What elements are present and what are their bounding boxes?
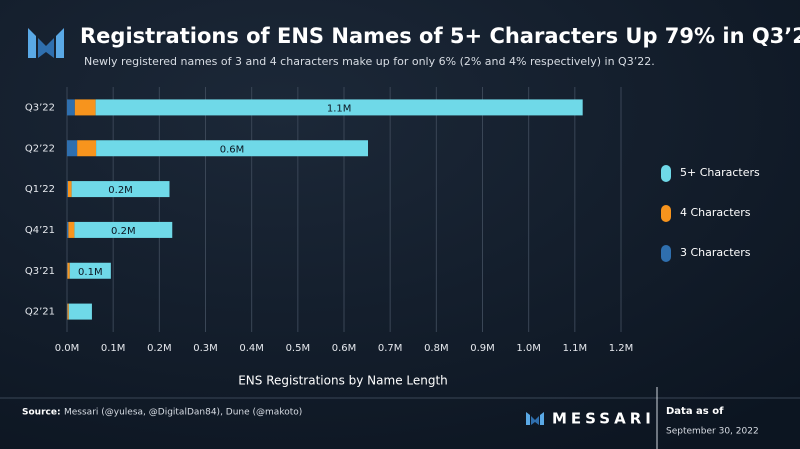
bar-segment: [67, 303, 69, 320]
bar-segment: [67, 221, 69, 238]
bar-segment: [96, 140, 369, 157]
source-label: Source:: [22, 408, 61, 418]
bar-segment: [68, 221, 75, 238]
chart-subtitle: Newly registered names of 3 and 4 charac…: [84, 55, 655, 68]
x-tick-label: 0.7M: [378, 343, 403, 354]
brand-icon: [526, 412, 544, 425]
legend-label: 4 Characters: [680, 206, 751, 219]
bar-segment: [67, 181, 72, 198]
y-tick-label: Q3’21: [25, 266, 55, 277]
bar-segment: [67, 99, 75, 116]
x-tick-label: 0.9M: [470, 343, 495, 354]
y-tick-label: Q2’21: [25, 307, 55, 318]
bar-segment: [77, 140, 97, 157]
legend-swatch: [661, 245, 671, 262]
date: September 30, 2022: [666, 427, 759, 437]
bar-segment: [95, 99, 583, 116]
brand: MESSARI: [552, 410, 655, 428]
data-label: 0.2M: [111, 226, 136, 237]
bar-segment: [67, 140, 78, 157]
x-tick-label: 0.8M: [424, 343, 449, 354]
bar-segment: [71, 181, 170, 198]
x-tick-label: 0.5M: [286, 343, 311, 354]
source: Messari (@yulesa, @DigitalDan84), Dune (…: [64, 408, 302, 418]
y-tick-label: Q1’22: [25, 184, 55, 195]
bar-segment: [74, 221, 173, 238]
x-tick-label: 1.1M: [563, 343, 588, 354]
y-tick-label: Q2’22: [25, 143, 55, 154]
x-tick-label: 1.2M: [609, 343, 634, 354]
x-tick-label: 0.0M: [55, 343, 80, 354]
bar-segment: [67, 181, 68, 198]
y-tick-label: Q3’22: [25, 102, 55, 113]
y-tick-label: Q4’21: [25, 225, 55, 236]
data-label: 0.6M: [220, 144, 245, 155]
x-tick-label: 0.1M: [101, 343, 126, 354]
bar-segment: [68, 303, 92, 320]
x-tick-label: 1.0M: [516, 343, 541, 354]
x-axis-label: ENS Registrations by Name Length: [238, 374, 448, 388]
bar-segment: [74, 99, 96, 116]
bar-segment: [67, 262, 70, 279]
legend-label: 5+ Characters: [680, 166, 760, 179]
bar-segment: [69, 262, 111, 279]
legend-label: 3 Characters: [680, 246, 751, 259]
legend-swatch: [661, 205, 671, 222]
x-tick-label: 0.2M: [147, 343, 172, 354]
x-tick-label: 0.4M: [239, 343, 264, 354]
legend-swatch: [661, 165, 671, 182]
data-label: 0.1M: [78, 267, 103, 278]
logo-icon: [28, 28, 64, 58]
x-tick-label: 0.6M: [332, 343, 357, 354]
date-label: Data as of: [666, 406, 724, 417]
chart-title: Registrations of ENS Names of 5+ Charact…: [80, 24, 800, 48]
data-label: 1.1M: [327, 103, 352, 114]
data-label: 0.2M: [108, 185, 133, 196]
x-tick-label: 0.3M: [193, 343, 218, 354]
